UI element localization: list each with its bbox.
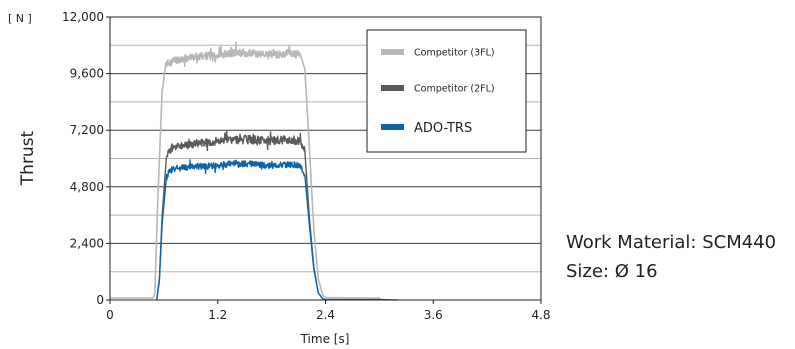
x-tick-label: 4.8 [531,308,550,322]
x-tick-label: 0 [106,308,114,322]
legend-label: Competitor (2FL) [414,84,495,95]
series-layer [109,41,398,301]
size-note: Size: Ø 16 [566,261,658,282]
y-tick-label: 7,200 [70,123,104,137]
grid-layer [110,44,541,273]
y-tick-labels: 0 2,400 4,800 7,200 9,600 12,000 [62,10,110,307]
x-tick-label: 1.2 [208,308,227,322]
y-tick-label: 9,600 [70,67,104,81]
legend: Competitor (3FL) Competitor (2FL) ADO-TRS [366,29,527,153]
y-tick-label: 2,400 [70,236,104,250]
x-tick-label: 3.6 [424,308,443,322]
legend-label: Competitor (3FL) [414,48,495,59]
series-line-competitor-2fl [155,130,326,301]
unit-label: [ N ] [8,12,32,25]
legend-label: ADO-TRS [414,121,472,136]
legend-swatch [381,49,404,55]
y-tick-label: 4,800 [70,180,104,194]
series-line-ado-trs [155,159,398,301]
legend-swatch [381,85,404,91]
y-axis-title: Thrust [18,130,38,186]
y-tick-label: 12,000 [62,10,104,24]
series-line-competitor-3fl [109,41,382,301]
x-tick-labels: 0 1.2 2.4 3.6 4.8 [106,300,551,322]
x-tick-label: 2.4 [316,308,335,322]
work-material-note: Work Material: SCM440 [566,232,777,253]
legend-swatch [381,124,404,130]
thrust-chart: 0 2,400 4,800 7,200 9,600 12,000 0 1.2 2.4 3.6 4.… [8,10,551,346]
x-axis-title: Time [s] [300,332,350,346]
y-tick-label: 0 [96,293,104,307]
